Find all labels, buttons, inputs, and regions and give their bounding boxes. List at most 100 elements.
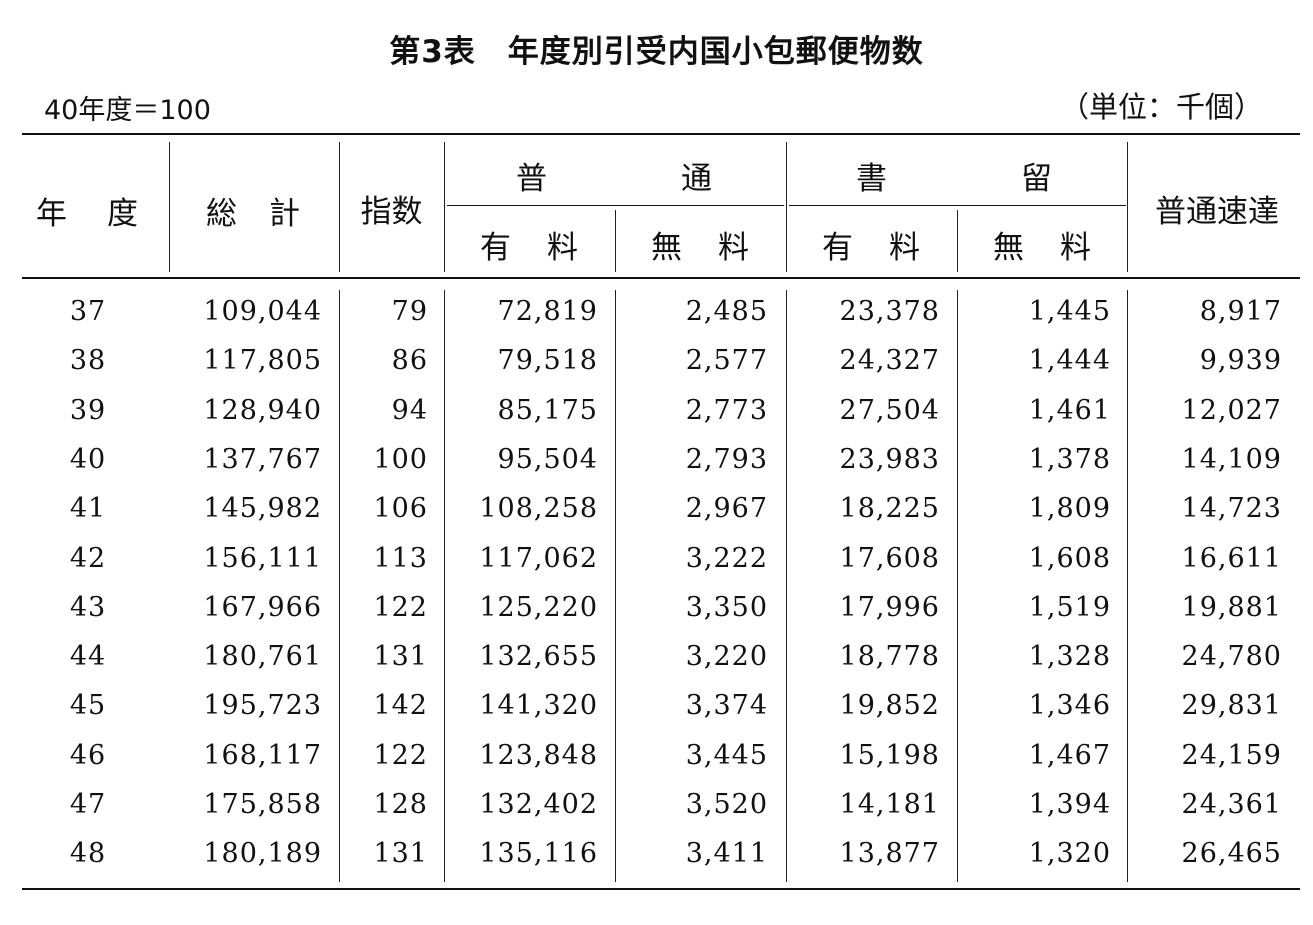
cell-total: 195,723 [203,690,322,722]
cell-ordinary-free: 2,485 [685,296,768,327]
cell-ordinary-paid: 95,504 [497,443,598,475]
cell-registered-paid: 18,778 [839,641,940,673]
cell-ordinary-free: 2,967 [685,493,768,525]
cell-year: 38 [69,345,107,377]
unit-note: （単位：千個） [1059,90,1263,124]
col-separator [169,142,170,272]
cell-registered-paid: 15,198 [839,739,940,771]
col-separator [957,290,958,882]
header-index: 指数 [360,194,423,230]
col-separator [957,210,958,272]
cell-ordinary-paid: 125,220 [479,591,598,623]
header-year: 年度 [36,196,140,232]
cell-express: 26,465 [1181,838,1282,870]
cell-year: 43 [69,591,107,623]
cell-express: 19,881 [1181,591,1282,623]
cell-ordinary-free: 2,793 [685,443,768,475]
cell-year: 47 [69,789,107,820]
cell-express: 29,831 [1181,690,1282,722]
cell-registered-free: 1,608 [1028,542,1111,574]
cell-registered-free: 1,445 [1028,296,1111,327]
cell-year: 41 [69,493,107,525]
cell-ordinary-paid: 132,655 [479,641,598,673]
cell-year: 46 [69,739,107,771]
cell-total: 156,111 [203,542,322,574]
header-rule [22,277,1300,279]
cell-year: 48 [69,838,107,870]
cell-index: 122 [373,591,428,623]
cell-registered-free: 1,444 [1028,345,1111,377]
col-separator [786,290,787,882]
cell-ordinary-free: 2,577 [685,345,768,377]
cell-express: 12,027 [1181,394,1282,426]
cell-total: 168,117 [203,739,322,771]
cell-registered-free: 1,346 [1028,690,1111,722]
cell-index: 131 [373,838,428,870]
cell-registered-paid: 17,996 [839,591,940,623]
cell-ordinary-paid: 108,258 [479,493,598,525]
cell-ordinary-paid: 141,320 [479,690,598,722]
cell-index: 86 [391,345,428,377]
cell-ordinary-free: 3,350 [685,591,768,623]
cell-total: 109,044 [203,296,322,327]
cell-registered-paid: 27,504 [839,394,940,426]
cell-index: 106 [373,493,428,525]
cell-ordinary-paid: 117,062 [479,542,598,574]
cell-registered-paid: 17,608 [839,542,940,574]
cell-ordinary-paid: 135,116 [479,838,598,870]
header-registered-free: 無料 [993,230,1093,266]
cell-ordinary-free: 3,445 [685,739,768,771]
col-separator [786,142,787,272]
cell-registered-paid: 14,181 [839,789,940,820]
bottom-rule [22,888,1300,890]
col-separator [339,142,340,272]
cell-express: 14,109 [1181,443,1282,475]
cell-ordinary-free: 3,220 [685,641,768,673]
cell-registered-paid: 19,852 [839,690,940,722]
cell-express: 24,361 [1181,789,1282,820]
cell-registered-paid: 23,378 [839,296,940,327]
cell-ordinary-paid: 79,518 [497,345,598,377]
cell-express: 16,611 [1181,542,1282,574]
cell-year: 37 [69,296,107,327]
cell-year: 40 [69,443,107,475]
ordinary-subheader-rule [447,205,784,206]
cell-ordinary-free: 3,374 [685,690,768,722]
cell-registered-free: 1,378 [1028,443,1111,475]
header-ordinary: 普通 [516,161,714,197]
cell-registered-free: 1,519 [1028,591,1111,623]
cell-registered-free: 1,809 [1028,493,1111,525]
cell-ordinary-free: 2,773 [685,394,768,426]
cell-express: 24,159 [1181,739,1282,771]
cell-total: 180,189 [203,838,322,870]
cell-registered-paid: 13,877 [839,838,940,870]
cell-registered-free: 1,328 [1028,641,1111,673]
cell-ordinary-free: 3,520 [685,789,768,820]
cell-total: 128,940 [203,394,322,426]
header-ordinary-paid: 有料 [480,230,580,266]
cell-total: 137,767 [203,443,322,475]
cell-express: 24,780 [1181,641,1282,673]
col-separator [444,290,445,882]
cell-ordinary-paid: 123,848 [479,739,598,771]
cell-express: 8,917 [1199,296,1282,327]
col-separator [339,290,340,882]
cell-ordinary-free: 3,222 [685,542,768,574]
cell-year: 44 [69,641,107,673]
cell-registered-paid: 23,983 [839,443,940,475]
cell-ordinary-paid: 72,819 [497,296,598,327]
cell-express: 9,939 [1199,345,1282,377]
table-title: 第3表 年度別引受内国小包郵便物数 [389,34,924,70]
cell-registered-free: 1,461 [1028,394,1111,426]
col-separator [1127,142,1128,272]
cell-total: 175,858 [203,789,322,820]
col-separator [615,210,616,272]
cell-registered-free: 1,394 [1028,789,1111,820]
cell-index: 142 [373,690,428,722]
top-rule [22,133,1300,135]
cell-total: 180,761 [203,641,322,673]
cell-index: 94 [391,394,428,426]
header-registered: 書留 [856,161,1054,197]
cell-index: 113 [373,542,428,574]
col-separator [444,142,445,272]
